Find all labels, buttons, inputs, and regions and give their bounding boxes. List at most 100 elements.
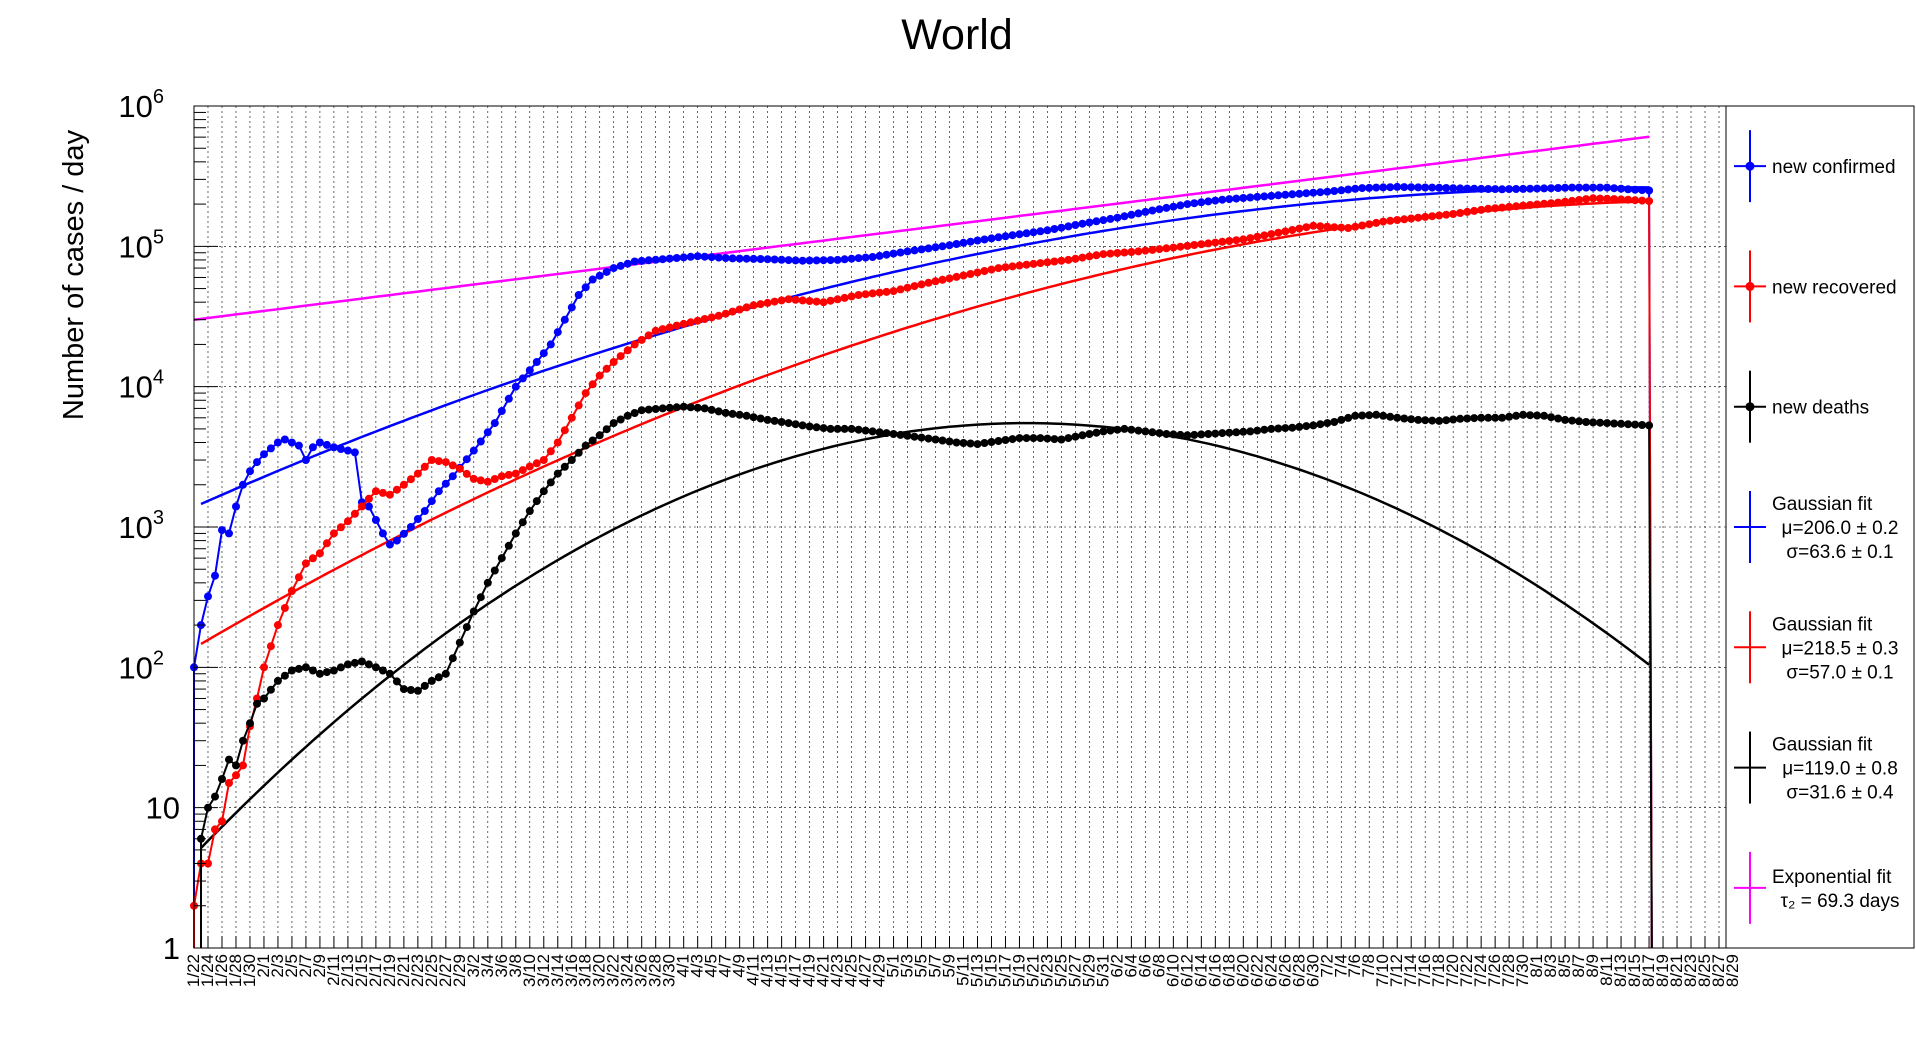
- data-point: [1078, 219, 1087, 228]
- data-point: [1211, 429, 1220, 438]
- data-point: [1568, 196, 1577, 205]
- data-point: [553, 438, 562, 447]
- x-tick-label: 5/29: [1079, 954, 1098, 987]
- x-tick-label: 3/30: [660, 954, 679, 987]
- data-point: [1260, 192, 1269, 201]
- x-tick-label: 8/15: [1625, 954, 1644, 987]
- legend-label: τ₂ = 69.3 days: [1781, 891, 1900, 912]
- data-point: [1505, 202, 1514, 211]
- data-point: [826, 256, 835, 265]
- x-tick-label: 5/25: [1051, 954, 1070, 987]
- x-tick-label: 5/15: [981, 954, 1000, 987]
- data-point: [455, 638, 464, 647]
- data-point: [232, 502, 240, 511]
- data-point: [343, 446, 352, 455]
- x-tick-label: 2/13: [338, 954, 357, 987]
- data-point: [987, 438, 996, 446]
- x-tick-label: 6/20: [1233, 954, 1252, 987]
- data-point: [1029, 259, 1038, 268]
- data-point: [1617, 184, 1626, 193]
- x-tick-label: 7/14: [1401, 954, 1420, 987]
- x-tick-label: 3/6: [492, 954, 511, 978]
- legend-entry: new confirmed: [1734, 130, 1896, 203]
- data-point: [1267, 230, 1276, 239]
- data-point: [413, 515, 422, 523]
- x-tick-label: 5/21: [1023, 954, 1042, 987]
- data-point: [1050, 435, 1059, 444]
- data-point: [1169, 202, 1178, 211]
- data-point: [1372, 410, 1381, 419]
- data-point: [1106, 426, 1115, 435]
- data-point: [1344, 185, 1353, 194]
- data-point: [819, 424, 828, 433]
- x-tick-label: 3/22: [604, 954, 623, 987]
- data-point: [539, 349, 548, 358]
- data-point: [308, 666, 317, 675]
- data-point: [1099, 216, 1108, 225]
- data-point: [924, 278, 933, 287]
- data-point: [1239, 235, 1248, 244]
- data-point: [1071, 221, 1080, 229]
- data-point: [420, 681, 429, 690]
- x-tick-label: 3/24: [618, 954, 637, 987]
- data-point: [1512, 202, 1521, 211]
- x-tick-label: 8/5: [1555, 954, 1574, 978]
- data-point: [1218, 237, 1227, 246]
- data-point: [1225, 237, 1234, 245]
- x-tick-label: 2/27: [436, 954, 455, 987]
- data-point: [1638, 186, 1647, 195]
- x-tick-label: 5/19: [1009, 954, 1028, 987]
- data-point: [693, 403, 702, 412]
- data-point: [1120, 248, 1129, 257]
- x-tick-label: 7/16: [1415, 954, 1434, 987]
- data-point: [1407, 415, 1416, 424]
- data-point: [1099, 427, 1108, 436]
- data-point: [1260, 231, 1269, 240]
- x-tick-label: 5/5: [912, 954, 931, 978]
- data-point: [1554, 414, 1563, 423]
- data-point: [1127, 248, 1136, 256]
- data-point: [903, 431, 912, 440]
- data-point: [812, 297, 821, 306]
- data-point: [616, 261, 625, 270]
- data-point: [1239, 427, 1248, 436]
- data-point: [392, 485, 401, 494]
- x-tick-label: 7/10: [1373, 954, 1392, 987]
- data-point: [1540, 184, 1549, 193]
- legend-entry: new recovered: [1734, 250, 1897, 323]
- data-point: [1498, 413, 1507, 422]
- data-point: [1309, 421, 1318, 430]
- data-point: [1204, 239, 1213, 248]
- data-point: [518, 374, 527, 383]
- data-point: [1295, 189, 1304, 198]
- data-point: [336, 663, 345, 672]
- data-point: [833, 255, 842, 264]
- data-point: [651, 326, 660, 335]
- data-point: [455, 464, 464, 473]
- data-point: [588, 275, 597, 284]
- data-point: [504, 541, 513, 550]
- data-point: [525, 366, 534, 375]
- data-point: [469, 474, 478, 483]
- x-tick-label: 5/3: [898, 954, 917, 978]
- x-tick-label: 1/28: [226, 954, 245, 987]
- data-point: [1477, 413, 1486, 422]
- data-point: [1407, 183, 1416, 192]
- data-point: [1246, 234, 1255, 243]
- data-point: [1414, 213, 1423, 222]
- data-point: [784, 256, 793, 265]
- data-point: [1043, 258, 1052, 267]
- x-tick-label: 7/20: [1443, 954, 1462, 987]
- data-point: [434, 457, 443, 466]
- data-point: [1008, 231, 1017, 240]
- data-point: [476, 593, 485, 602]
- data-point: [1302, 422, 1311, 431]
- data-point: [1337, 186, 1346, 195]
- x-tick-label: 3/20: [590, 954, 609, 987]
- data-point: [434, 673, 443, 682]
- data-point: [476, 437, 485, 446]
- data-point: [1414, 183, 1423, 192]
- x-tick-label: 3/14: [548, 954, 567, 987]
- x-tick-label: 2/9: [310, 954, 329, 978]
- data-point: [518, 518, 527, 527]
